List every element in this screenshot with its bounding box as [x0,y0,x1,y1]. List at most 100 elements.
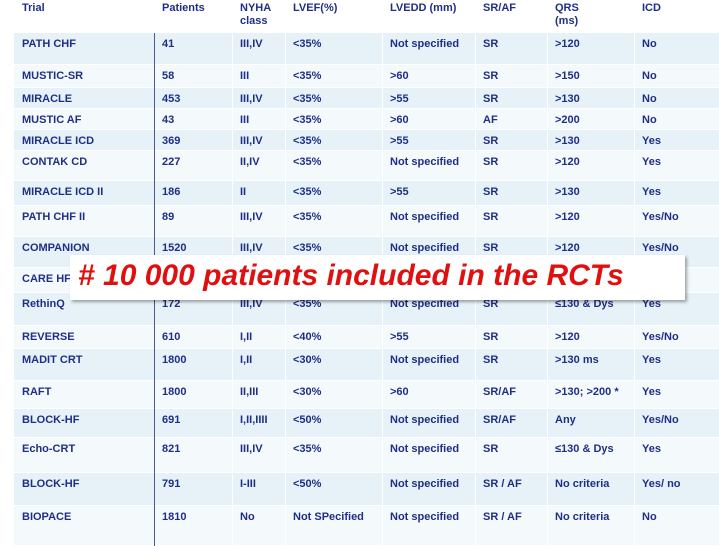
cell-nyha: I,II,IIII [240,414,268,426]
cell-lvef: <35% [293,242,322,254]
cell-lvedd: >55 [390,331,409,343]
cell-lvef: <50% [293,478,322,490]
cell-lvedd: Not specified [390,156,460,168]
cell-qrs: >120 [555,211,580,223]
cell-icd: Yes/ no [642,478,681,490]
cell-sraf: SR/AF [483,386,516,398]
cell-trial: MUSTIC-SR [22,70,84,82]
header-sraf: SR/AF [483,2,516,14]
cell-icd: Yes [642,186,661,198]
table-row: Echo-CRT 821 III,IV <35% Not specified SR ≤130… [14,438,719,472]
cell-lvedd: >55 [390,93,409,105]
cell-icd: Yes/No [642,211,679,223]
cell-patients: 1810 [162,511,187,523]
cell-sraf: SR / AF [483,478,522,490]
cell-trial: PATH CHF II [22,211,86,223]
cell-sraf: AF [483,114,498,126]
cell-patients: 172 [162,298,181,310]
table-row: MUSTIC AF 43 III <35% >60 AF >200 No [14,109,719,129]
cell-lvef: <35% [293,70,322,82]
cell-nyha: I,II [240,354,253,366]
cell-nyha: III,IV [240,443,263,455]
cell-patients: 453 [162,93,181,105]
cell-sraf: SR [483,354,499,366]
cell-trial: PATH CHF [22,38,76,50]
cell-icd: No [642,511,657,523]
cell-trial: REVERSE [22,331,75,343]
cell-nyha: III,IV [240,298,263,310]
cell-lvef: <35% [293,38,322,50]
cell-lvedd: Not specified [390,478,460,490]
cell-lvef: <50% [293,414,322,426]
cell-qrs: No criteria [555,511,610,523]
cell-lvedd: >60 [390,70,409,82]
cell-icd: Yes/No [642,414,679,426]
cell-nyha: No [240,511,255,523]
cell-lvef: <35% [293,114,322,126]
header-qrs: QRS (ms) [555,2,579,27]
cell-lvedd: Not specified [390,298,460,310]
table-row: MIRACLE 453 III,IV <35% >55 SR >130 No [14,88,719,108]
table-row: REVERSE 610 I,II <40% >55 SR >120 Yes/No [14,326,719,348]
cell-lvef: <35% [293,135,322,147]
cell-lvedd: Not specified [390,511,460,523]
table-row: MIRACLE ICD II 186 II <35% >55 SR >130 Yes [14,181,719,205]
cell-sraf: SR/AF [483,414,516,426]
cell-lvef: <35% [293,93,322,105]
table-row: BLOCK-HF 791 I-III <50% Not specified SR / A… [14,473,719,505]
cell-sraf: SR [483,443,499,455]
cell-qrs: Any [555,414,576,426]
cell-qrs: ≤130 & Dys [555,443,614,455]
header-trial: Trial [22,2,45,14]
cell-nyha: II,III [240,386,259,398]
cell-qrs: >130; >200 * [555,386,619,398]
table-row: MUSTIC-SR 58 III <35% >60 SR >150 No [14,65,719,87]
cell-trial: MIRACLE [22,93,73,105]
cell-sraf: SR [483,186,499,198]
cell-patients: 1800 [162,354,187,366]
header-patients: Patients [162,2,205,14]
table-row: MADIT CRT 1800 I,II <30% Not specified SR >130… [14,349,719,380]
cell-sraf: SR [483,38,499,50]
cell-qrs: >150 [555,70,580,82]
cell-trial: RAFT [22,386,52,398]
cell-patients: 43 [162,114,175,126]
banner-text: # 10 000 patients included in the RCTs [78,259,624,292]
cell-icd: No [642,38,657,50]
cell-patients: 610 [162,331,181,343]
cell-sraf: SR [483,211,499,223]
cell-trial: MADIT CRT [22,354,83,366]
cell-trial: CARE HF [22,273,71,285]
cell-patients: 691 [162,414,181,426]
header-lvef: LVEF(%) [293,2,338,14]
cell-patients: 89 [162,211,175,223]
cell-sraf: SR [483,93,499,105]
cell-qrs: >130 ms [555,354,599,366]
cell-nyha: III,IV [240,135,263,147]
cell-trial: CONTAK CD [22,156,88,168]
cell-icd: Yes [642,443,661,455]
cell-trial: BIOPACE [22,511,72,523]
cell-patients: 58 [162,70,175,82]
cell-patients: 821 [162,443,181,455]
cell-sraf: SR [483,298,499,310]
cell-qrs: No criteria [555,478,610,490]
cell-nyha: II [240,186,247,198]
cell-icd: No [642,93,657,105]
cell-trial: COMPANION [22,242,90,254]
cell-icd: Yes [642,386,661,398]
cell-sraf: SR [483,156,499,168]
cell-nyha: I,II [240,331,253,343]
cell-nyha: III,IV [240,93,263,105]
cell-qrs: >200 [555,114,580,126]
table-row: BLOCK-HF 691 I,II,IIII <50% Not specified SR/… [14,409,719,437]
cell-trial: MIRACLE ICD II [22,186,104,198]
cell-patients: 227 [162,156,181,168]
cell-lvef: <30% [293,386,322,398]
cell-nyha: II,IV [240,156,260,168]
cell-nyha: III [240,114,250,126]
cell-qrs: >120 [555,38,580,50]
cell-icd: Yes [642,135,661,147]
cell-icd: Yes [642,156,661,168]
cell-lvedd: Not specified [390,211,460,223]
